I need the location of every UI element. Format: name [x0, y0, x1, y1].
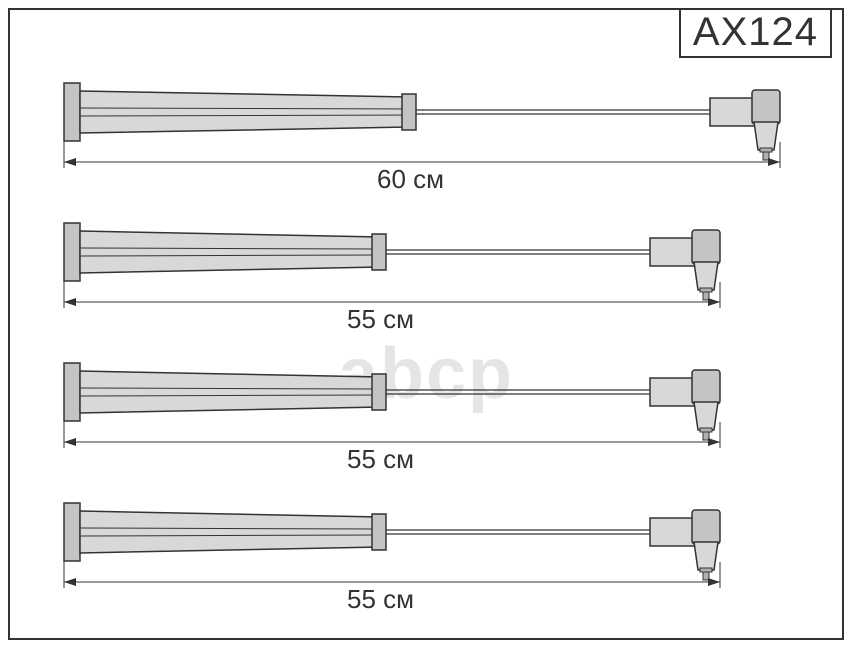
lead-drawing	[10, 222, 842, 352]
lead-drawing	[10, 502, 842, 632]
part-number: AX124	[693, 10, 818, 54]
dimension-label: 60 см	[377, 164, 444, 195]
dimension-label: 55 см	[347, 584, 414, 615]
drawing-frame: AX124 abcp 60 см55 см55 см55 см	[8, 8, 844, 640]
lead-drawing	[10, 362, 842, 492]
part-number-box: AX124	[679, 10, 832, 58]
dimension-label: 55 см	[347, 444, 414, 475]
dimension-label: 55 см	[347, 304, 414, 335]
